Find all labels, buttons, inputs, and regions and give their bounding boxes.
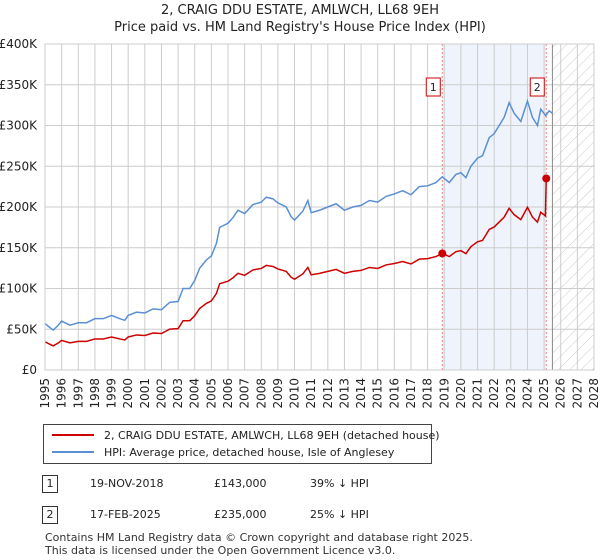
footer: Contains HM Land Registry data © Crown c… (45, 531, 473, 557)
x-tick-label: 2003 (171, 378, 185, 409)
transaction-row: 1 19-NOV-2018 £143,000 39% ↓ HPI (42, 475, 442, 493)
sale-price: £235,000 (214, 508, 267, 521)
x-tick-label: 2012 (321, 378, 335, 409)
footer-copyright: Contains HM Land Registry data © Crown c… (45, 531, 473, 544)
x-tick-label: 2016 (387, 378, 401, 409)
x-tick-label: 2004 (188, 378, 202, 409)
x-tick-label: 2010 (288, 378, 302, 409)
x-tick-label: 2009 (271, 378, 285, 409)
transaction-row: 2 17-FEB-2025 £235,000 25% ↓ HPI (42, 506, 442, 524)
x-tick-label: 2005 (204, 378, 218, 409)
x-tick-label: 1996 (55, 378, 69, 409)
red-line-swatch (52, 434, 94, 436)
marker-badge: 2 (42, 506, 58, 524)
legend-item-property: 2, CRAIG DDU ESTATE, AMLWCH, LL68 9EH (d… (52, 427, 440, 443)
x-tick-label: 2026 (554, 378, 568, 409)
x-tick-label: 1998 (88, 378, 102, 409)
y-tick-label: £100K (0, 282, 38, 296)
sale-price: £143,000 (214, 477, 267, 490)
x-tick-label: 2027 (570, 378, 584, 409)
legend-item-hpi: HPI: Average price, detached house, Isle… (52, 444, 394, 460)
sale-point (542, 174, 551, 183)
sale-date: 17-FEB-2025 (90, 508, 161, 521)
y-tick-label: £150K (0, 241, 38, 255)
hpi-line (44, 98, 553, 332)
x-tick-label: 2006 (221, 378, 235, 409)
sale-label-box (425, 77, 441, 97)
y-tick-label: £300K (0, 119, 38, 133)
sale-point (438, 249, 447, 258)
y-tick-label: £250K (0, 159, 38, 173)
x-tick-label: 1995 (38, 378, 52, 409)
x-tick-label: 2013 (337, 378, 351, 409)
x-tick-label: 2028 (587, 378, 600, 409)
x-tick-label: 2014 (354, 378, 368, 409)
x-tick-label: 1999 (105, 378, 119, 409)
price-chart: 1995 1996 1997 1998 1999 2000 2001 2002 2003 2004… (0, 37, 600, 409)
y-tick-label: £350K (0, 78, 38, 92)
x-tick-label: 2023 (504, 378, 518, 409)
x-tick-label: 2001 (138, 378, 152, 409)
legend-label: HPI: Average price, detached house, Isle… (104, 445, 395, 459)
x-tick-label: 2000 (121, 378, 135, 409)
x-tick-label: 2007 (238, 378, 252, 409)
property-price-line (44, 178, 548, 347)
legend: 2, CRAIG DDU ESTATE, AMLWCH, LL68 9EH (d… (43, 424, 440, 464)
y-tick-label: £0 (22, 363, 37, 377)
x-tick-label: 2002 (154, 378, 168, 409)
plot-border (44, 43, 595, 371)
blue-line-swatch (52, 451, 94, 453)
x-tick-label: 2008 (254, 378, 268, 409)
y-tick-label: £50K (6, 322, 38, 336)
y-tick-label: £400K (0, 37, 38, 51)
y-tick-label: £200K (0, 200, 38, 214)
x-tick-label: 1997 (71, 378, 85, 409)
x-tick-label: 2011 (304, 378, 318, 409)
chart-title: 2, CRAIG DDU ESTATE, AMLWCH, LL68 9EH (161, 3, 439, 18)
x-tick-label: 2017 (404, 378, 418, 409)
x-tick-label: 2025 (537, 378, 551, 409)
sale-label-box (529, 77, 545, 97)
sale-date: 19-NOV-2018 (90, 477, 164, 490)
x-tick-label: 2024 (520, 378, 534, 409)
x-tick-label: 2021 (471, 378, 485, 409)
sale-label: 1 (430, 81, 437, 94)
marker-badge: 1 (42, 475, 58, 493)
chart-subtitle: Price paid vs. HM Land Registry's House … (114, 20, 486, 35)
hpi-diff: 25% ↓ HPI (310, 508, 369, 521)
hpi-diff: 39% ↓ HPI (310, 477, 369, 490)
legend-label: 2, CRAIG DDU ESTATE, AMLWCH, LL68 9EH (d… (104, 428, 440, 442)
footer-licence: This data is licensed under the Open Gov… (45, 544, 396, 557)
x-tick-label: 2015 (371, 378, 385, 409)
x-tick-label: 2019 (437, 378, 451, 409)
x-tick-label: 2020 (454, 378, 468, 409)
x-tick-label: 2018 (421, 378, 435, 409)
x-tick-label: 2022 (487, 378, 501, 409)
sale-label: 2 (534, 81, 541, 94)
